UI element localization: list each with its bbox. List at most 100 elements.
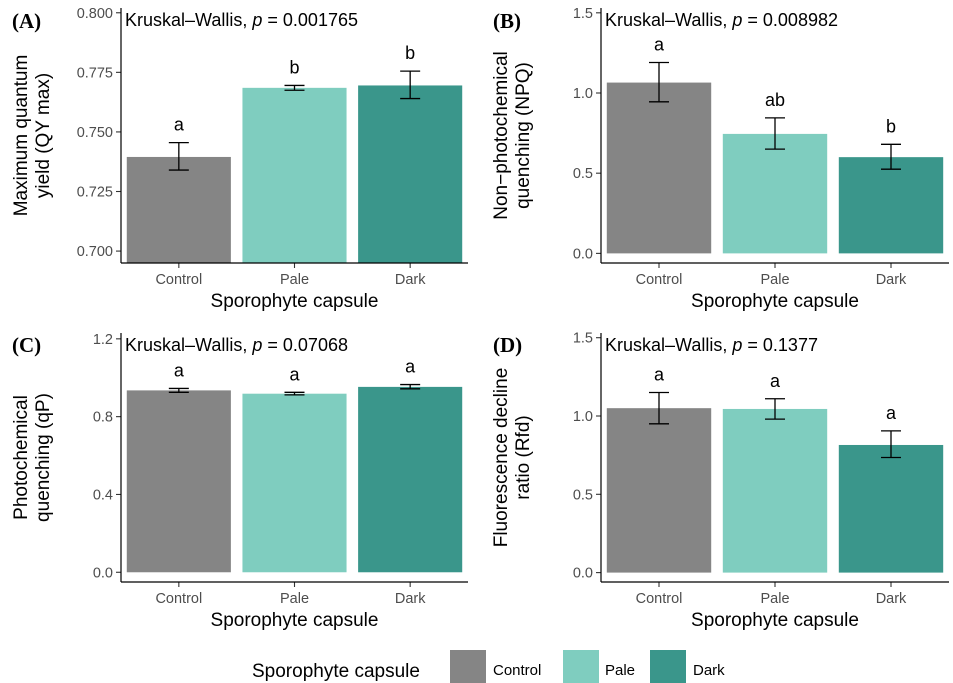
panel-b-errorbar-dark [881,143,901,170]
legend-swatch-dark [650,650,686,683]
panel-a-ytick-label-2: 0.750 [77,125,113,141]
panel-c-stat-text: Kruskal–Wallis, p = 0.07068 [125,335,348,355]
panel-a-xlabel: Sporophyte capsule [211,291,379,312]
panel-a-bar-control [126,156,231,263]
panel-b-ytick-label-2: 1.0 [573,86,593,102]
panel-b-errorbar-pale [765,117,785,150]
legend-entry-dark: Dark [650,650,725,683]
panel-b-errorbar-control [649,61,669,103]
panel-d-stat-text: Kruskal–Wallis, p = 0.1377 [605,335,818,355]
panel-d: (D) Fluorescence decline ratio (Rfd) 0.0 0.5… [491,331,949,631]
panel-d-ytick-label-2: 1.0 [573,409,593,425]
panel-b-xlabel: Sporophyte capsule [691,291,859,312]
panel-b-ylabel-line-2: quenching (NPQ) [513,62,534,209]
panel-a-ylabel-line-2: yield (QY max) [33,73,54,198]
panel-c-ylabel-line-1: Photochemical [11,395,32,520]
panel-c-xlabel: Sporophyte capsule [211,610,379,631]
panel-a-ytick-label-0: 0.700 [77,244,113,260]
panel-d-errorbar-control [649,391,669,425]
panel-a-xtick-label-dark: Dark [395,272,426,288]
panel-b-bar-control [606,82,712,254]
panel-d-ylabel-line-1: Fluorescence decline [491,368,512,548]
panel-d-ytick-label-3: 1.5 [573,331,593,347]
panel-a-bar-dark [358,85,463,263]
panel-d-ytick-label-1: 0.5 [573,487,593,503]
panel-c-errorbar-pale [284,391,305,396]
panel-c-ylabel-line-2: quenching (qP) [33,393,54,522]
panel-c-bar-pale [242,393,347,573]
panel-c-letter-pale: a [289,364,300,384]
legend-label-pale: Pale [605,662,635,679]
panel-d-errorbar-pale [765,398,785,420]
panel-c-ytick-label-0: 0.0 [93,565,113,581]
panel-b-xtick-label-control: Control [636,272,683,288]
panel-c-xtick-label-control: Control [155,591,202,607]
legend-swatch-pale [563,650,599,683]
panel-d-errorbar-dark [881,430,901,459]
panel-d-xtick-label-dark: Dark [876,591,907,607]
panel-a-errorbar-pale [284,84,305,91]
panel-b-bar-dark [838,157,944,254]
panel-a-bar-pale [242,87,347,263]
panel-a-stat-text: Kruskal–Wallis, p = 0.001765 [125,10,358,30]
panel-a-errorbar-control [168,141,189,171]
panel-c-xtick-label-pale: Pale [280,591,309,607]
panel-b-xtick-label-dark: Dark [876,272,907,288]
panel-a-letter-pale: b [289,57,299,77]
panel-a-ytick-label-3: 0.775 [77,65,113,81]
legend-label-control: Control [493,662,541,679]
panel-b-ylabel-line-1: Non−photochemical [491,51,512,219]
panel-c-ytick-label-3: 1.2 [93,332,113,348]
panel-b-letter-control: a [654,35,665,55]
panel-label-a: (A) [12,9,41,33]
panel-d-bar-dark [838,444,944,573]
panel-c-ytick-label-2: 0.8 [93,410,113,426]
panel-d-letter-pale: a [770,371,781,391]
panel-label-c: (C) [12,333,41,357]
panel-d-ylabel-line-2: ratio (Rfd) [513,415,534,499]
panel-a-errorbar-dark [400,70,421,100]
panel-c-letter-control: a [174,360,185,380]
panel-b-ytick-label-3: 1.5 [573,6,593,22]
panel-c-xtick-label-dark: Dark [395,591,426,607]
panel-c-errorbar-control [168,387,189,393]
legend-entry-pale: Pale [563,650,635,683]
panel-b-ytick-label-1: 0.5 [573,166,593,182]
panels: (A) Maximum quantum yield (QY max) 0.700 0.7… [11,6,949,631]
panel-c: (C) Photochemical quenching (qP) 0.0 0.4 0.8 1… [11,332,468,631]
panel-a-ylabel-line-1: Maximum quantum [11,55,32,217]
panel-b: (B) Non−photochemical quenching (NPQ) 0.0 0.… [491,6,949,312]
panel-d-letter-control: a [654,365,665,385]
legend-label-dark: Dark [693,662,725,679]
panel-b-xtick-label-pale: Pale [760,272,789,288]
legend-entry-control: Control [450,650,541,683]
panel-c-letter-dark: a [405,357,416,377]
panel-d-xlabel: Sporophyte capsule [691,610,859,631]
panel-b-letter-pale: ab [765,90,785,110]
legend-swatch-control [450,650,486,683]
panel-c-errorbar-dark [400,383,421,390]
panel-b-letter-dark: b [886,116,896,136]
panel-d-xtick-label-pale: Pale [760,591,789,607]
panel-a-ytick-label-4: 0.800 [77,6,113,22]
panel-d-bar-control [606,408,712,573]
legend: Sporophyte capsule Control Pale Dark [252,650,725,683]
panel-c-ytick-label-1: 0.4 [93,487,113,503]
panel-c-bar-control [126,390,231,573]
panel-d-ytick-label-0: 0.0 [573,566,593,582]
panel-a-letter-dark: b [405,43,415,63]
legend-title: Sporophyte capsule [252,661,420,682]
panel-d-letter-dark: a [886,403,897,423]
panel-c-bar-dark [358,386,463,573]
panel-a-xtick-label-pale: Pale [280,272,309,288]
panel-a-xtick-label-control: Control [155,272,202,288]
panel-a-ytick-label-1: 0.725 [77,185,113,201]
panel-label-d: (D) [493,333,522,357]
panel-b-stat-text: Kruskal–Wallis, p = 0.008982 [605,10,838,30]
panel-label-b: (B) [493,9,521,33]
panel-b-bar-pale [722,133,828,254]
panel-b-ytick-label-0: 0.0 [573,246,593,262]
panel-d-bar-pale [722,408,828,573]
panel-a-letter-control: a [174,115,185,135]
